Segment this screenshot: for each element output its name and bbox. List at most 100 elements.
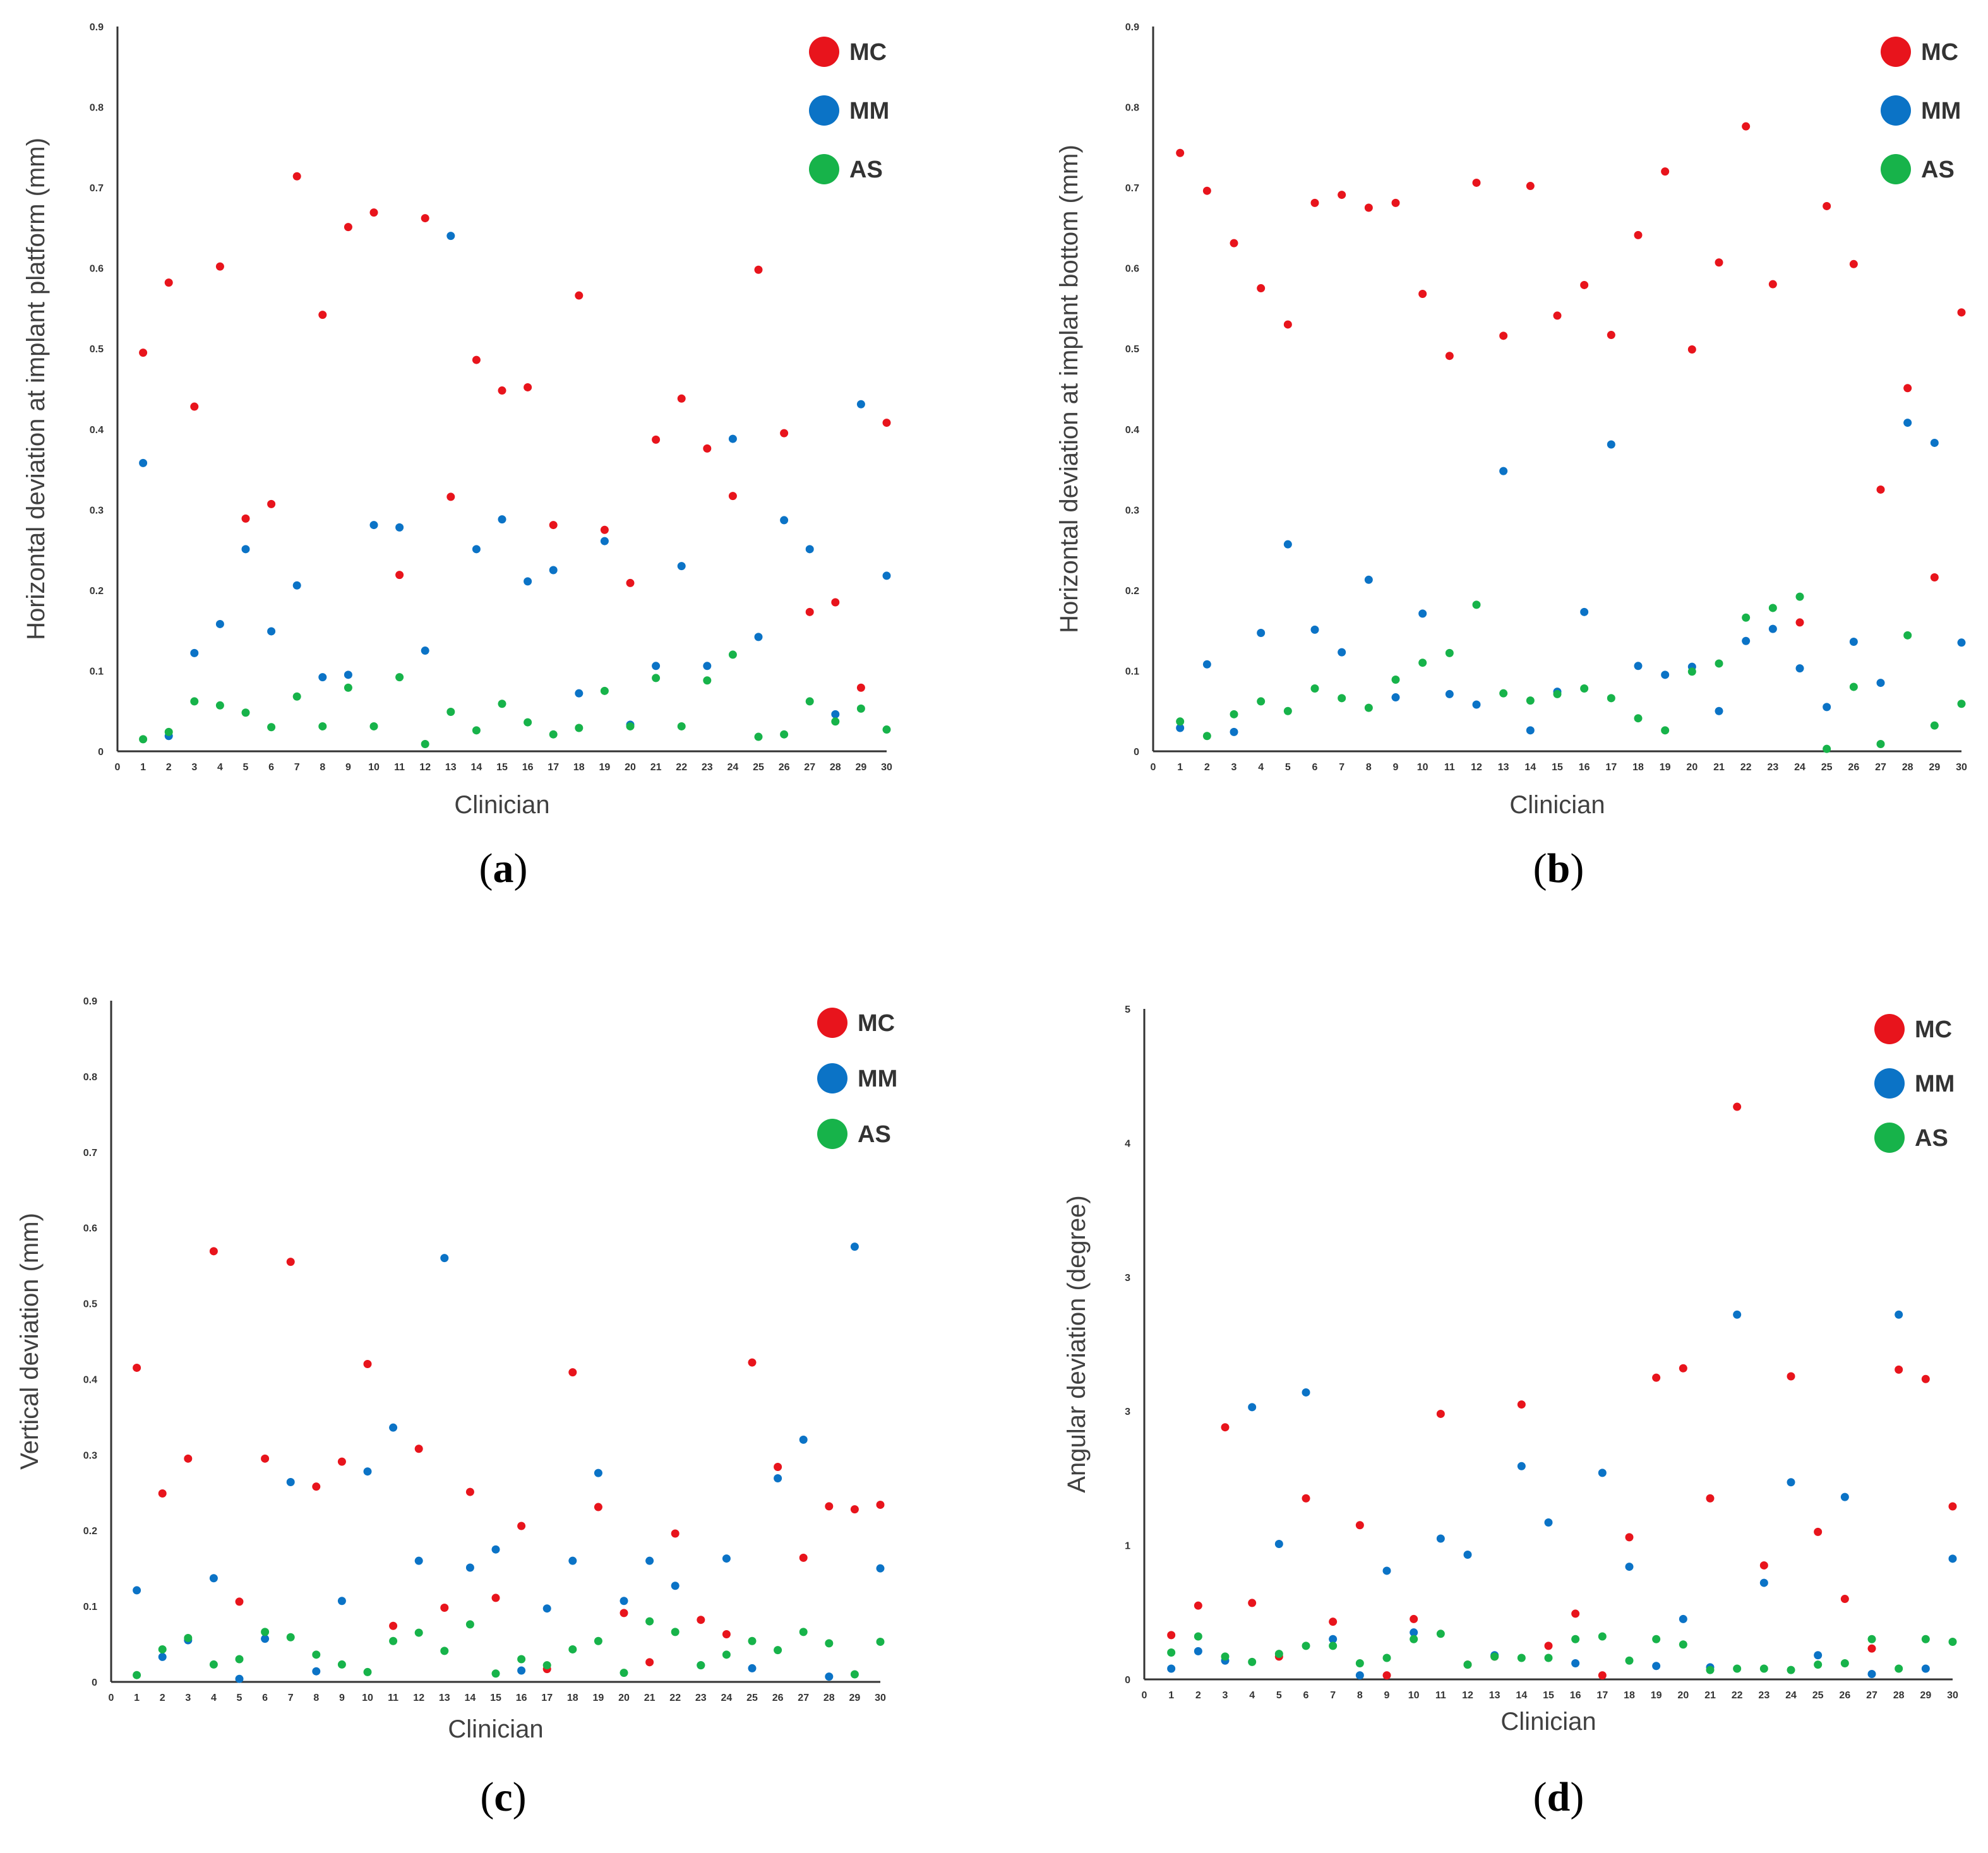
point-mm [645, 1556, 654, 1565]
legend-label-mm: MM [1915, 1071, 1955, 1097]
point-mm [1329, 1635, 1338, 1643]
point-mc [1248, 1599, 1257, 1607]
point-mc [1544, 1641, 1553, 1650]
point-mc [1283, 320, 1292, 329]
point-mm [1230, 727, 1238, 736]
x-tick-label: 1 [1168, 1690, 1174, 1701]
point-as [1571, 1635, 1580, 1643]
panel-caption: (d) [1533, 1774, 1584, 1820]
point-as [1706, 1665, 1715, 1674]
legend-label-as: AS [1915, 1125, 1948, 1152]
x-tick-label: 13 [445, 762, 457, 773]
point-mc [337, 1457, 346, 1466]
x-tick-label: 13 [1498, 762, 1509, 773]
panel-caption: (b) [1533, 845, 1584, 891]
point-mc [1499, 331, 1508, 340]
point-mm [1957, 638, 1966, 647]
point-mm [831, 710, 840, 718]
point-as [1257, 697, 1266, 706]
point-as [882, 725, 891, 734]
point-mm [1625, 1563, 1634, 1571]
legend-marker-mm [1881, 95, 1911, 126]
point-as [600, 686, 609, 695]
x-tick-label: 19 [1651, 1690, 1662, 1701]
point-as [363, 1667, 372, 1676]
x-axis-title: Clinician [1500, 1708, 1596, 1736]
point-as [1921, 1635, 1930, 1643]
point-mm [517, 1666, 526, 1675]
point-mm [369, 521, 378, 530]
point-mm [1410, 1628, 1418, 1637]
x-tick-label: 18 [573, 762, 585, 773]
point-mm [1382, 1566, 1391, 1575]
y-tick-label: 0.8 [1125, 103, 1139, 114]
y-tick-label: 0.2 [90, 586, 104, 597]
point-as [524, 718, 532, 727]
legend-marker-as [809, 154, 839, 184]
point-as [645, 1617, 654, 1626]
point-mc [1364, 203, 1373, 212]
point-mc [472, 355, 481, 364]
point-mm [389, 1423, 398, 1432]
point-mm [825, 1672, 834, 1681]
x-tick-label: 25 [746, 1693, 758, 1703]
point-as [1625, 1656, 1634, 1665]
x-tick-label: 14 [1524, 762, 1536, 773]
point-mc [1903, 384, 1912, 393]
y-tick-label: 0.1 [90, 666, 104, 677]
point-mc [1687, 345, 1696, 354]
point-mc [292, 172, 301, 181]
point-mm [190, 648, 199, 657]
point-mc [363, 1359, 372, 1368]
x-tick-label: 27 [1866, 1690, 1877, 1701]
legend-label-as: AS [858, 1121, 891, 1148]
point-as [215, 701, 224, 710]
x-tick-label: 2 [1204, 762, 1210, 773]
point-as [158, 1645, 167, 1653]
point-mc [524, 383, 532, 391]
point-as [1948, 1638, 1957, 1647]
y-tick-label: 0.8 [83, 1072, 97, 1083]
x-tick-label: 13 [1489, 1690, 1500, 1701]
x-tick-label: 3 [185, 1693, 191, 1703]
point-mc [1571, 1609, 1580, 1618]
legend-marker-mc [809, 37, 839, 67]
point-mm [1948, 1554, 1957, 1563]
point-as [389, 1636, 398, 1645]
point-as [774, 1646, 782, 1655]
point-mc [805, 607, 814, 616]
point-mm [1768, 624, 1777, 633]
point-mm [286, 1477, 295, 1486]
point-mm [728, 434, 737, 443]
point-mc [1768, 280, 1777, 289]
point-mc [626, 578, 635, 587]
point-mm [1715, 706, 1723, 715]
legend-marker-mc [817, 1008, 847, 1038]
point-mc [1679, 1364, 1687, 1373]
legend-label-mm: MM [1921, 98, 1961, 124]
point-mm [774, 1474, 782, 1482]
x-tick-label: 20 [1677, 1690, 1689, 1701]
point-mm [446, 232, 455, 241]
point-mm [1499, 467, 1508, 475]
y-tick-label: 3 [1125, 1273, 1130, 1284]
point-mm [1580, 607, 1589, 616]
point-as [1517, 1653, 1526, 1662]
point-mm [882, 571, 891, 580]
legend-marker-as [1874, 1123, 1905, 1153]
point-mc [344, 223, 352, 232]
y-tick-label: 0.6 [83, 1224, 97, 1234]
y-tick-label: 1 [1125, 1541, 1130, 1552]
y-axis-title: Horizontal deviation at implant platform… [22, 138, 50, 640]
point-as [1490, 1652, 1499, 1661]
point-mc [882, 419, 891, 427]
point-mc [1957, 308, 1966, 317]
y-tick-label: 0.9 [1125, 22, 1139, 33]
legend-marker-mc [1881, 37, 1911, 67]
point-as [1652, 1635, 1661, 1643]
x-tick-label: 5 [237, 1693, 243, 1703]
point-mm [1274, 1539, 1283, 1548]
x-tick-label: 11 [394, 762, 405, 773]
legend-label-as: AS [1921, 157, 1955, 183]
point-as [1176, 717, 1185, 726]
